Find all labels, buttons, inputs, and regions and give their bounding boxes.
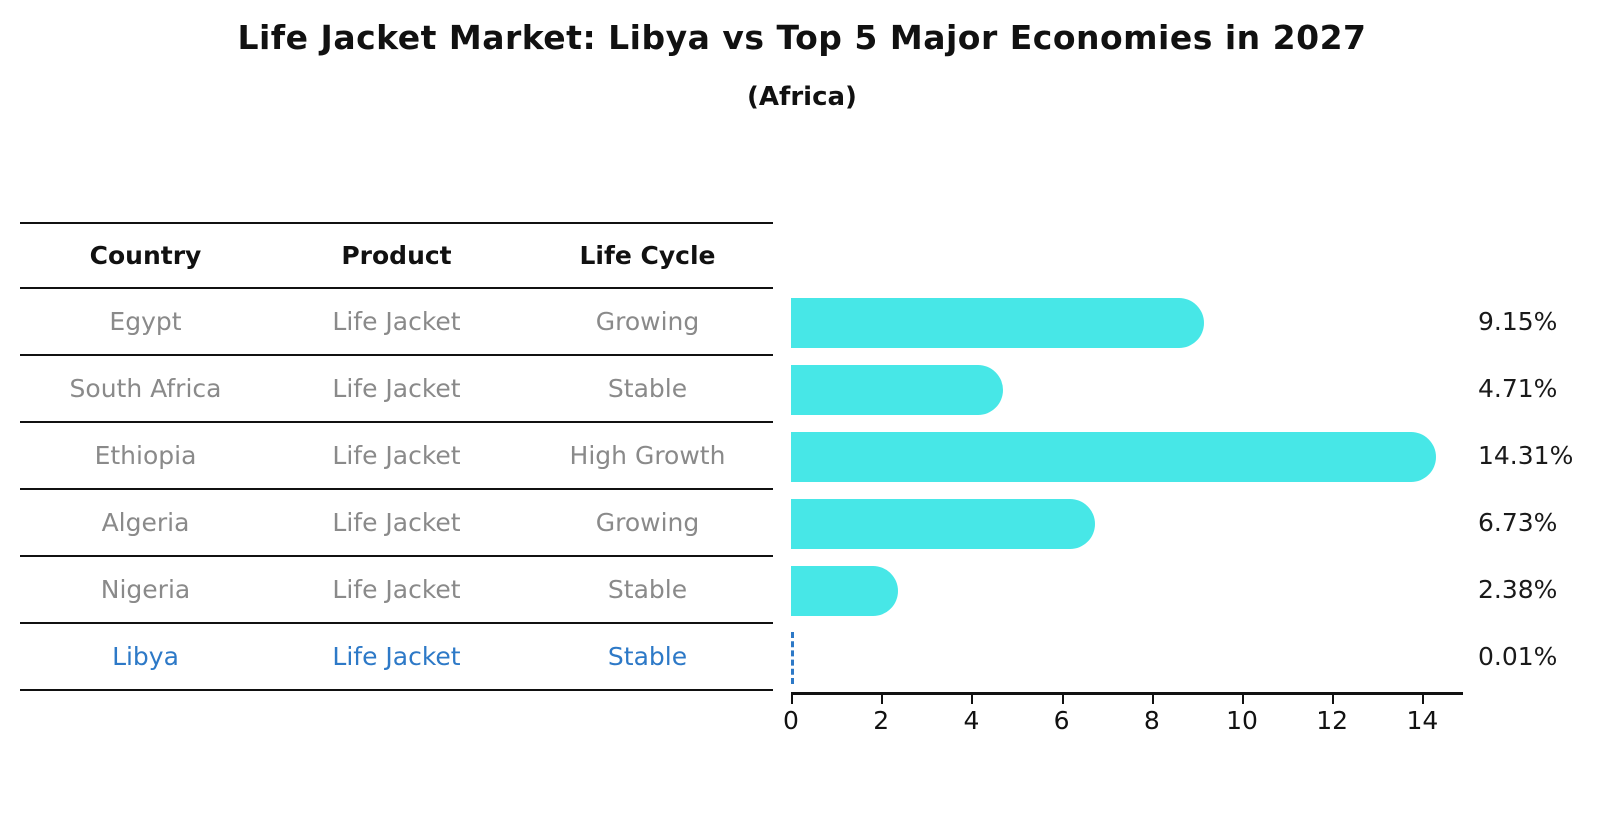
table-row: Egypt Life Jacket Growing	[20, 289, 773, 356]
chart-title: Life Jacket Market: Libya vs Top 5 Major…	[237, 18, 1367, 57]
cell-country: Nigeria	[100, 575, 191, 604]
table-body: Egypt Life Jacket Growing South Africa Life …	[20, 289, 773, 691]
table-header-product: Product	[341, 241, 452, 270]
table-row: Nigeria Life Jacket Stable	[20, 557, 773, 624]
chart-subtitle: (Africa)	[747, 82, 857, 112]
value-label-nigeria: 2.38%	[1478, 574, 1558, 604]
value-label-egypt: 9.15%	[1478, 306, 1558, 336]
cell-life-cycle: Growing	[595, 508, 700, 537]
cell-life-cycle: Growing	[595, 307, 700, 336]
cell-product: Life Jacket	[332, 642, 461, 671]
x-tick-mark	[791, 695, 793, 704]
x-tick-mark	[1151, 695, 1154, 704]
bar-ethiopia	[791, 431, 1437, 482]
x-tick-mark	[1061, 695, 1064, 704]
x-tick-label: 2	[873, 706, 890, 735]
cell-life-cycle: Stable	[607, 642, 688, 671]
value-label-libya: 0.01%	[1478, 641, 1558, 671]
cell-country: Egypt	[109, 307, 182, 336]
x-tick-label: 14	[1406, 706, 1439, 735]
table-header-row: Country Product Life Cycle	[20, 224, 773, 289]
bar-libya-dashed	[791, 631, 794, 684]
cell-country: South Africa	[69, 374, 222, 403]
x-tick-mark	[881, 695, 884, 704]
x-tick-mark	[1242, 695, 1244, 704]
bar-south-africa	[791, 364, 1004, 415]
country-table: Country Product Life Cycle Egypt Life Jac…	[20, 222, 773, 691]
x-tick-mark	[1332, 695, 1335, 704]
cell-product: Life Jacket	[332, 441, 461, 470]
x-tick-label: 12	[1316, 706, 1349, 735]
value-label-ethiopia: 14.31%	[1478, 440, 1574, 470]
x-tick-label: 6	[1053, 706, 1070, 735]
x-tick-mark	[1422, 695, 1425, 704]
x-axis-line	[791, 692, 1463, 695]
cell-life-cycle: Stable	[607, 575, 688, 604]
cell-product: Life Jacket	[332, 508, 461, 537]
value-label-south-africa: 4.71%	[1478, 373, 1558, 403]
table-header-country: Country	[89, 241, 202, 270]
value-label-algeria: 6.73%	[1478, 507, 1558, 537]
cell-life-cycle: High Growth	[569, 441, 726, 470]
cell-country: Libya	[112, 642, 179, 671]
cell-product: Life Jacket	[332, 374, 461, 403]
table-row: Algeria Life Jacket Growing	[20, 490, 773, 557]
table-row: South Africa Life Jacket Stable	[20, 356, 773, 423]
x-tick-label: 0	[783, 706, 799, 735]
cell-product: Life Jacket	[332, 575, 461, 604]
cell-life-cycle: Stable	[607, 374, 688, 403]
x-tick-label: 8	[1143, 706, 1160, 735]
table-row: Ethiopia Life Jacket High Growth	[20, 423, 773, 490]
x-tick-label: 10	[1226, 706, 1258, 735]
table-header-life-cycle: Life Cycle	[579, 241, 716, 270]
cell-product: Life Jacket	[332, 307, 461, 336]
cell-country: Ethiopia	[94, 441, 197, 470]
cell-country: Algeria	[101, 508, 190, 537]
bar-algeria	[791, 498, 1095, 549]
bar-nigeria	[791, 565, 899, 616]
x-tick-mark	[971, 695, 974, 704]
bar-egypt	[791, 297, 1204, 348]
table-row-highlight: Libya Life Jacket Stable	[20, 624, 773, 691]
x-tick-label: 4	[963, 706, 980, 735]
